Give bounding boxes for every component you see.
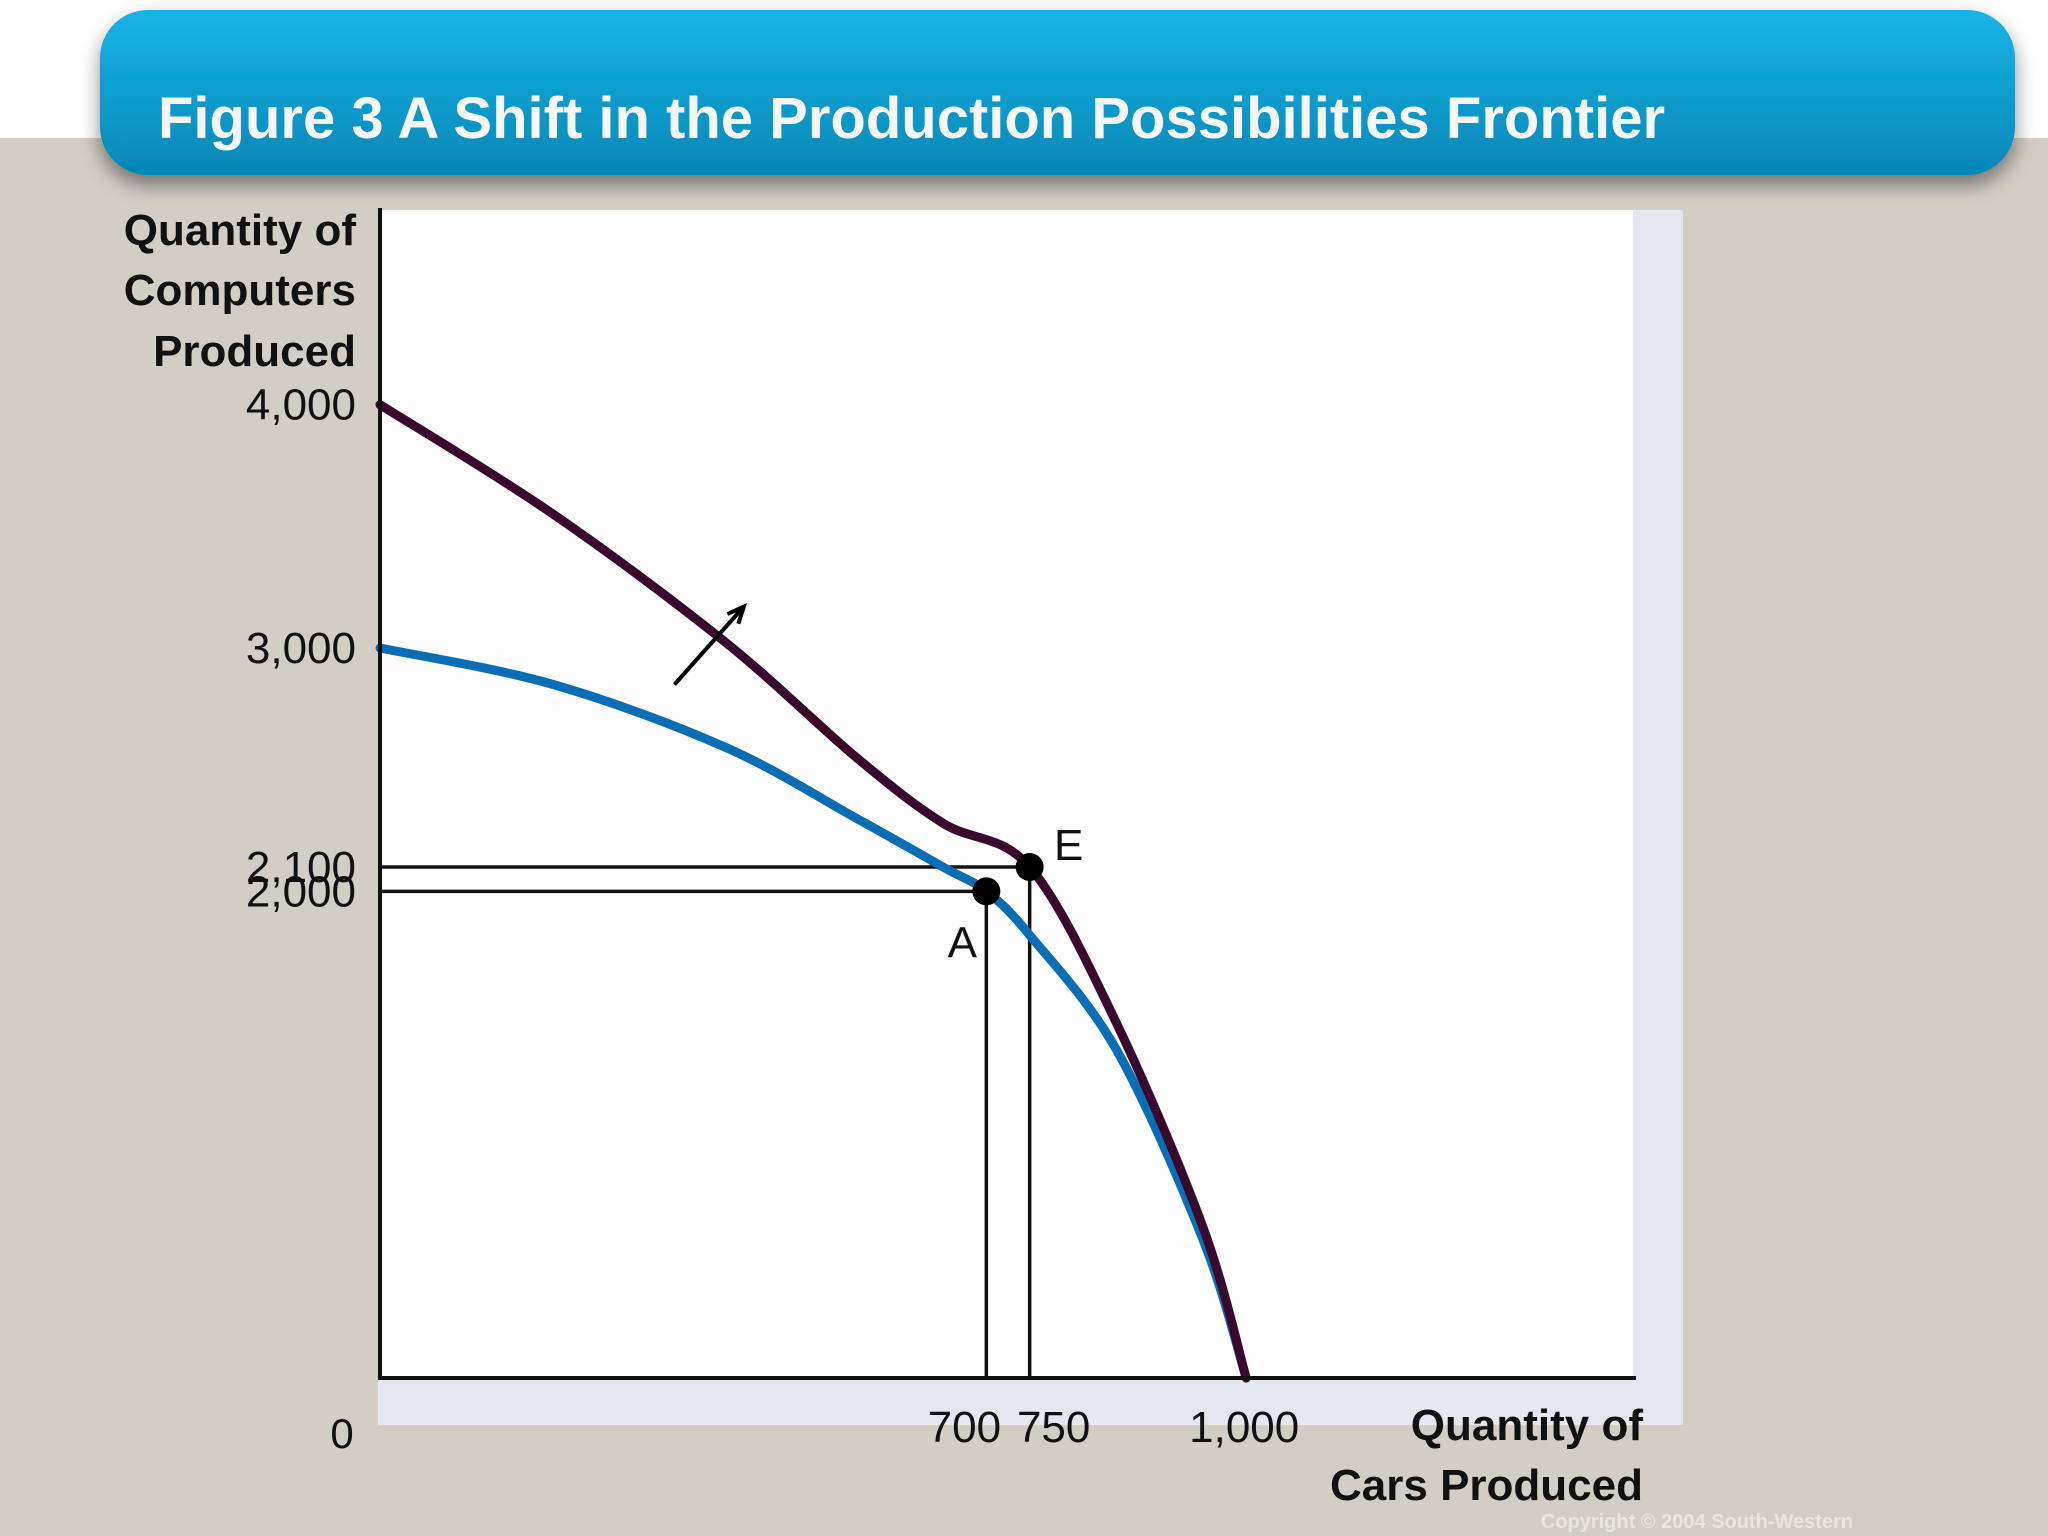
slide-title: Figure 3 A Shift in the Production Possi… xyxy=(158,86,1665,151)
frontier-curves xyxy=(375,400,1251,1383)
y-axis-title-line-1: Quantity of xyxy=(124,206,357,255)
point-a-marker xyxy=(972,877,1001,906)
title-banner xyxy=(100,10,2015,175)
point-e-label: E xyxy=(1054,821,1083,870)
shift-arrow-shaft xyxy=(673,605,746,686)
x-tick-label: 1,000 xyxy=(1189,1403,1299,1452)
y-axis-title: Quantity of Computers Produced xyxy=(124,206,357,376)
y-tick-label: 2,000 xyxy=(246,867,356,916)
shift-arrow-head xyxy=(726,602,748,625)
x-tick-label: 750 xyxy=(1017,1403,1090,1452)
x-tick-label: 700 xyxy=(928,1403,1001,1452)
old-frontier-curve xyxy=(375,643,1251,1383)
point-e-marker xyxy=(1015,853,1044,881)
guide-lines xyxy=(380,865,1032,1378)
shift-arrow xyxy=(673,602,748,686)
origin-label: 0 xyxy=(330,1410,353,1457)
y-axis-title-line-2: Computers xyxy=(124,266,356,315)
x-axis-title-line-2: Cars Produced xyxy=(1330,1461,1643,1510)
y-tick-label: 2,100 xyxy=(246,843,356,892)
y-tick-label: 4,000 xyxy=(246,381,356,430)
x-axis-title-line-1: Quantity of xyxy=(1411,1401,1644,1450)
new-frontier-curve xyxy=(375,400,1251,1383)
point-a-label: A xyxy=(948,918,978,967)
y-axis-title-line-3: Produced xyxy=(153,327,356,376)
y-tick-label: 3,000 xyxy=(246,624,356,673)
plot-area xyxy=(378,210,1633,1378)
labeled-points: AE xyxy=(948,821,1084,967)
copyright-note: Copyright © 2004 South-Western xyxy=(1541,1511,1853,1533)
x-axis-title: Quantity of Cars Produced xyxy=(1330,1401,1643,1510)
